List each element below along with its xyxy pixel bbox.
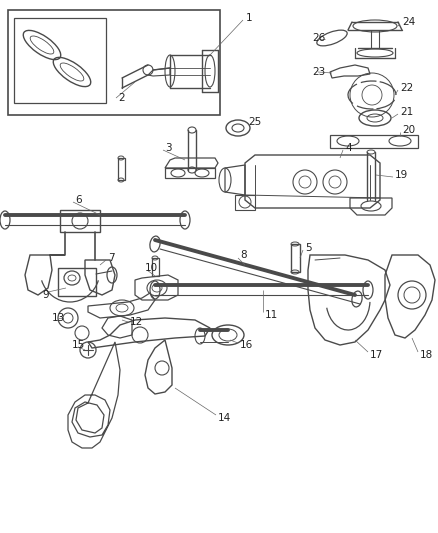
Text: 26: 26 [312,33,325,43]
Text: 4: 4 [345,143,352,153]
Text: 24: 24 [402,17,415,27]
Text: 20: 20 [402,125,415,135]
Text: 19: 19 [395,170,408,180]
Text: 1: 1 [246,13,253,23]
Text: 25: 25 [248,117,261,127]
Text: 6: 6 [75,195,81,205]
Text: 9: 9 [42,290,49,300]
Bar [118,158,125,180]
Text: 10: 10 [145,263,158,273]
Bar [60,210,100,232]
Text: 7: 7 [108,253,115,263]
Bar [14,18,106,103]
Bar [8,10,220,115]
Text: 5: 5 [305,243,311,253]
Text: 13: 13 [52,313,65,323]
Text: 18: 18 [420,350,433,360]
Text: 17: 17 [370,350,383,360]
Bar [291,244,300,272]
Text: 2: 2 [118,93,125,103]
Text: 16: 16 [240,340,253,350]
Bar [58,268,96,296]
Text: 11: 11 [265,310,278,320]
Text: 8: 8 [240,250,247,260]
Text: 21: 21 [400,107,413,117]
Text: 12: 12 [130,317,143,327]
Text: 3: 3 [165,143,172,153]
Text: 23: 23 [312,67,325,77]
Text: 22: 22 [400,83,413,93]
Text: 15: 15 [72,340,85,350]
Text: 14: 14 [218,413,231,423]
Bar [152,258,159,276]
